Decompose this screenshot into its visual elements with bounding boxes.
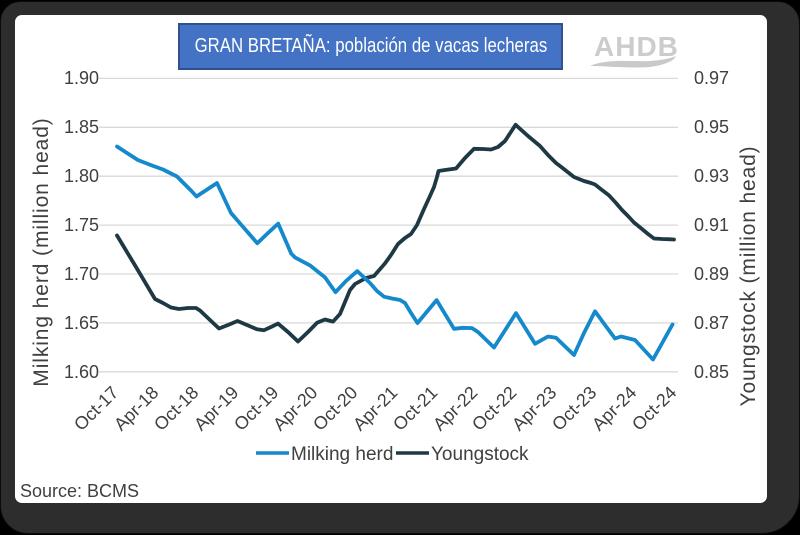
svg-text:Milking herd: Milking herd: [291, 444, 393, 465]
svg-text:AHDB: AHDB: [594, 31, 679, 62]
svg-text:Youngstock: Youngstock: [431, 444, 529, 465]
